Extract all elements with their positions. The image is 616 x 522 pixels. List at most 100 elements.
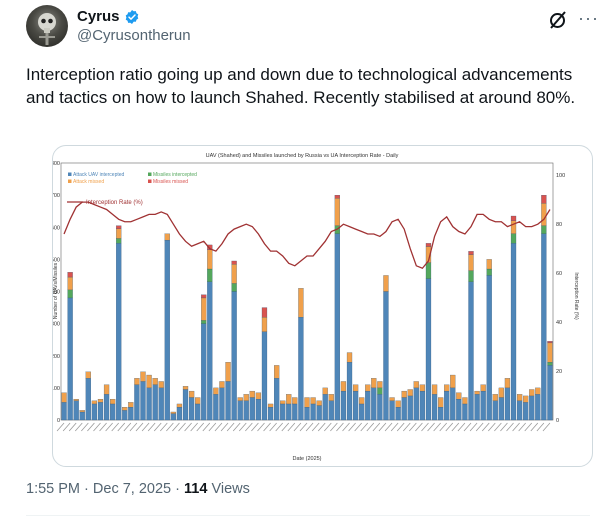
x-tick-label	[421, 422, 429, 432]
bar-segment	[73, 398, 79, 401]
x-tick-label	[178, 422, 186, 432]
bar-segment	[146, 387, 152, 421]
bar-segment	[140, 371, 146, 382]
bar-segment	[535, 387, 541, 395]
bar-segment	[468, 281, 474, 421]
bar-segment	[219, 387, 225, 421]
bar-segment	[462, 403, 468, 421]
y2-tick-label: 20	[556, 369, 562, 375]
bar-segment	[201, 320, 207, 324]
x-tick-label	[159, 422, 168, 432]
bar-segment	[304, 397, 310, 408]
bar-segment	[425, 243, 432, 247]
bar-segment	[389, 400, 395, 421]
legend-label: Missiles missed	[153, 179, 188, 185]
y-tick-label: 800	[53, 161, 60, 167]
bar-segment	[425, 262, 432, 279]
x-tick-label	[445, 422, 454, 432]
x-tick-label	[263, 422, 271, 432]
grok-icon[interactable]	[548, 10, 568, 30]
x-tick-label	[141, 422, 150, 432]
bar-segment	[231, 291, 237, 421]
bar-segment	[255, 398, 262, 421]
bar-segment	[310, 397, 316, 405]
x-tick-label	[524, 422, 533, 432]
bar-segment	[498, 387, 504, 398]
bar-segment	[450, 387, 456, 421]
tweet-media-chart[interactable]: UAV (Shahed) and Missiles launched by Ru…	[52, 145, 593, 467]
bar-segment	[401, 397, 407, 421]
x-tick-label	[323, 422, 332, 432]
bar-segment	[152, 384, 158, 421]
bar-segment	[547, 365, 553, 421]
author-name[interactable]: Cyrus	[77, 8, 120, 25]
bar-segment	[261, 331, 268, 421]
bar-segment	[67, 276, 73, 291]
bar-segment	[456, 392, 462, 400]
x-tick-label	[184, 422, 192, 432]
bar-segment	[510, 233, 517, 244]
more-icon[interactable]: ···	[578, 8, 599, 28]
x-tick-label	[135, 422, 144, 432]
bar-segment	[122, 410, 128, 421]
y-tick-label: 400	[53, 290, 60, 296]
bar-segment	[328, 394, 334, 401]
skull-avatar-icon	[38, 13, 56, 45]
bar-segment	[352, 384, 359, 392]
bar-segment	[267, 407, 274, 421]
bar-segment	[158, 387, 164, 421]
author-handle[interactable]: @Cyrusontherun	[77, 27, 191, 44]
x-tick-label	[87, 422, 95, 432]
bar-segment	[237, 400, 243, 421]
bar-segment	[249, 390, 255, 398]
y-tick-label: 500	[53, 257, 60, 263]
bar-segment	[340, 390, 347, 421]
x-tick-label	[390, 422, 399, 432]
x-tick-label	[123, 422, 132, 432]
bar-segment	[213, 394, 219, 421]
bar-segment	[377, 381, 383, 389]
y-tick-label: 100	[53, 386, 60, 392]
bar-segment	[195, 397, 201, 405]
x-tick-label	[487, 422, 496, 432]
bar-segment	[176, 407, 183, 421]
x-tick-label	[190, 422, 198, 432]
bar-segment	[122, 407, 128, 411]
bar-segment	[79, 410, 85, 413]
bar-segment	[219, 381, 225, 389]
bar-segment	[498, 397, 504, 421]
tweet-text: Interception ratio going up and down due…	[26, 65, 576, 107]
bar-segment	[286, 394, 292, 405]
tweet-date[interactable]: Dec 7, 2025	[92, 481, 172, 497]
bar-segment	[274, 378, 280, 421]
bar-segment	[480, 384, 486, 392]
bar-segment	[431, 394, 438, 421]
x-tick-label	[220, 422, 229, 432]
avatar[interactable]	[26, 5, 68, 47]
x-tick-label	[251, 422, 259, 432]
bar-segment	[231, 264, 237, 284]
y-tick-label: 0	[57, 418, 60, 424]
y-tick-label: 300	[53, 322, 60, 328]
bar-segment	[146, 374, 152, 389]
x-tick-label	[481, 422, 490, 432]
x-tick-label	[166, 422, 174, 432]
bar-segment	[207, 268, 213, 282]
x-tick-label	[311, 422, 320, 432]
x-tick-label	[475, 422, 484, 432]
bar-segment	[103, 384, 110, 395]
bar-segment	[535, 394, 541, 421]
bar-segment	[480, 390, 486, 421]
bar-segment	[547, 341, 553, 344]
x-tick-label	[281, 422, 290, 432]
views-label: Views	[211, 481, 250, 497]
tweet-time[interactable]: 1:55 PM	[26, 481, 80, 497]
x-tick-label	[384, 422, 393, 432]
x-tick-label	[463, 422, 472, 432]
bar-segment	[182, 389, 189, 421]
y-tick-label: 200	[53, 354, 60, 360]
bar-segment	[346, 362, 353, 421]
bar-segment	[280, 400, 286, 405]
bar-segment	[213, 387, 219, 395]
x-tick-label	[293, 422, 302, 432]
